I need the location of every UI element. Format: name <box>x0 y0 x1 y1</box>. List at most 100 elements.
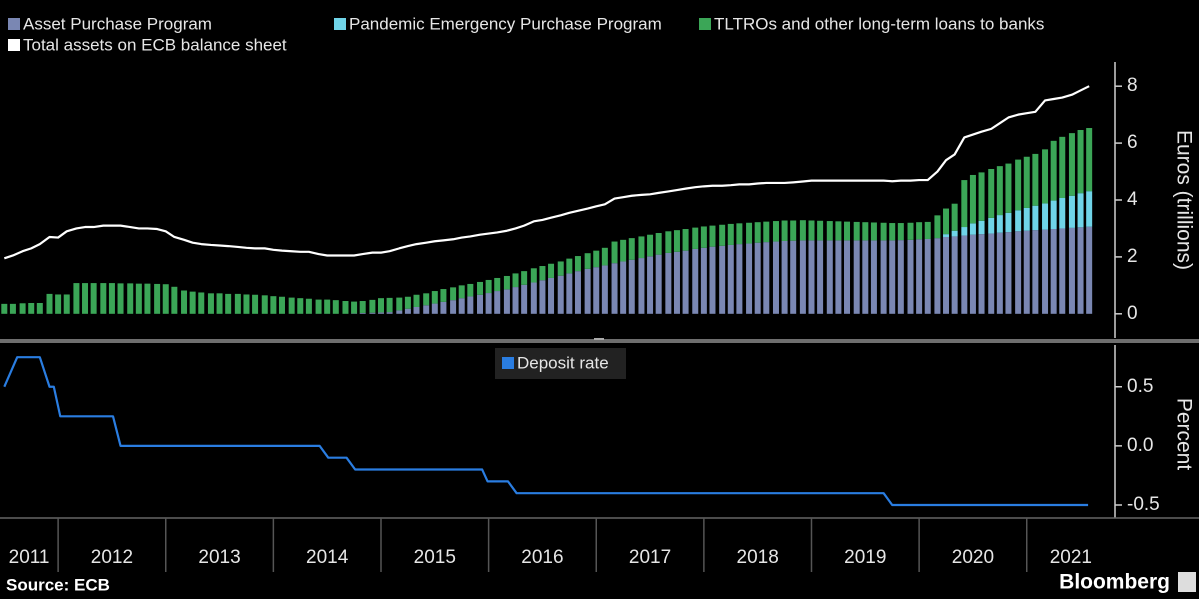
bar-segment <box>969 223 976 235</box>
legend-label: Total assets on ECB balance sheet <box>23 35 287 54</box>
bar-segment <box>477 294 484 314</box>
bar-segment <box>431 291 438 304</box>
bar-segment <box>924 238 931 314</box>
bar-segment <box>305 298 312 314</box>
bar-segment <box>826 240 833 314</box>
bar-segment <box>943 234 950 237</box>
bar-segment <box>916 239 923 314</box>
bar-segment <box>736 244 743 314</box>
bar-segment <box>1023 230 1030 314</box>
bar-segment <box>907 222 914 240</box>
bar-segment <box>951 236 958 314</box>
bar-segment <box>808 220 815 241</box>
bar-segment <box>781 240 788 314</box>
legend-swatch <box>699 18 711 30</box>
bar-segment <box>369 312 376 314</box>
line-series <box>3 85 1090 260</box>
bar-segment <box>584 253 591 269</box>
legend-label: Asset Purchase Program <box>23 14 212 33</box>
line-series <box>3 356 1089 507</box>
bar-segment <box>82 283 89 314</box>
bar-segment <box>889 223 896 241</box>
legend-swatch <box>334 18 346 30</box>
bar-segment <box>404 308 411 314</box>
bar-segment <box>243 294 250 314</box>
y-tick-label: 2 <box>1127 246 1138 267</box>
legend-swatch <box>8 39 20 51</box>
bar-segment <box>978 234 985 314</box>
bar-segment <box>574 271 581 314</box>
brand: Bloomberg <box>1059 571 1170 594</box>
bar-segment <box>117 283 124 314</box>
x-tick-label: 2013 <box>198 547 240 568</box>
bar-segment <box>638 258 645 314</box>
bar-segment <box>951 203 958 231</box>
bar-segment <box>638 236 645 259</box>
bar-segment <box>692 248 699 314</box>
bar-segment <box>700 247 707 314</box>
bar-segment <box>494 277 501 292</box>
bar-segment <box>458 285 465 299</box>
bar-segment <box>181 290 188 314</box>
bar-segment <box>790 240 797 314</box>
x-tick-label: 2012 <box>91 547 133 568</box>
bar-segment <box>1068 227 1075 314</box>
bar-segment <box>252 294 259 314</box>
bar-segment <box>225 293 232 314</box>
bar-segment <box>988 168 995 218</box>
bar-segment <box>736 223 743 245</box>
bar-segment <box>754 222 761 243</box>
bar-segment <box>781 220 788 241</box>
bar-segment <box>1077 130 1084 194</box>
bar-segment <box>808 240 815 314</box>
bar-segment <box>1059 198 1066 229</box>
bar-segment <box>772 241 779 314</box>
bar-segment <box>512 273 519 288</box>
bar-segment <box>601 247 608 266</box>
bar-segment <box>1086 191 1093 227</box>
bar-segment <box>844 240 851 314</box>
bar-segment <box>601 265 608 314</box>
bar-segment <box>593 250 600 268</box>
x-tick-label: 2014 <box>306 547 349 568</box>
bar-segment <box>835 221 842 241</box>
source-note: Source: ECB <box>6 575 110 594</box>
bar-segment <box>324 299 331 314</box>
legend-label: Deposit rate <box>517 353 609 372</box>
bar-segment <box>1059 228 1066 314</box>
bar-segment <box>539 266 546 281</box>
bar-segment <box>386 312 393 314</box>
bar-segment <box>297 298 304 314</box>
bar-segment <box>288 297 295 314</box>
bar-segment <box>450 300 457 314</box>
legend-swatch <box>502 357 514 369</box>
x-tick-label: 2020 <box>952 547 994 568</box>
bar-segment <box>162 284 169 314</box>
bar-segment <box>826 221 833 241</box>
bar-segment <box>1086 226 1093 314</box>
bar-segment <box>503 275 510 290</box>
bar-segment <box>1042 149 1049 204</box>
bar-segment <box>46 293 53 314</box>
bar-segment <box>611 263 618 314</box>
bar-segment <box>100 283 107 314</box>
bar-segment <box>396 310 403 314</box>
bar-segment <box>1050 140 1057 201</box>
bar-segment <box>943 236 950 314</box>
bar-segment <box>377 312 384 314</box>
bar-segment <box>521 284 528 314</box>
bar-segment <box>628 238 635 260</box>
bar-segment <box>396 297 403 311</box>
bar-segment <box>853 221 860 241</box>
bar-segment <box>817 220 824 241</box>
bar-segment <box>351 301 358 314</box>
bar-segment <box>655 233 662 255</box>
bar-segment <box>988 233 995 314</box>
bar-segment <box>719 245 726 314</box>
y-tick-label: 8 <box>1127 75 1138 96</box>
bar-segment <box>1050 229 1057 314</box>
y-axis-title: Euros (trillions) <box>1172 130 1195 270</box>
bar-segment <box>1032 230 1039 314</box>
bar-segment <box>799 220 806 241</box>
bar-segment <box>90 283 97 314</box>
